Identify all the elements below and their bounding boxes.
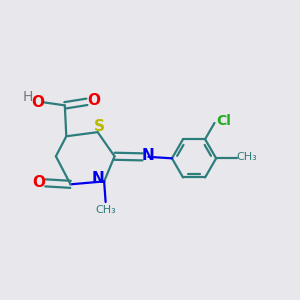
Text: S: S	[94, 119, 105, 134]
Text: CH₃: CH₃	[236, 152, 257, 162]
Text: N: N	[141, 148, 154, 163]
Text: O: O	[31, 95, 44, 110]
Text: CH₃: CH₃	[95, 205, 116, 215]
Text: N: N	[91, 171, 104, 186]
Text: Cl: Cl	[216, 114, 231, 128]
Text: H: H	[23, 89, 33, 103]
Text: O: O	[32, 176, 45, 190]
Text: O: O	[87, 93, 100, 108]
